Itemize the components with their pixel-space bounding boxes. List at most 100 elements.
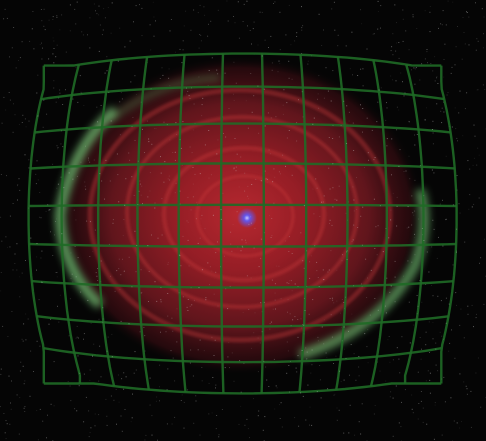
speckle	[429, 392, 431, 394]
speckle	[344, 307, 345, 309]
grid-line-horizontal	[43, 52, 442, 67]
speckle	[251, 184, 253, 185]
speckle	[377, 101, 379, 103]
speckle	[108, 243, 110, 245]
speckle	[90, 322, 92, 324]
speckle	[462, 135, 464, 137]
speckle	[98, 14, 100, 16]
speckle	[311, 364, 313, 366]
speckle	[60, 176, 62, 178]
speckle	[75, 276, 77, 278]
speckle	[77, 337, 79, 339]
speckle	[235, 82, 237, 84]
speckle	[236, 153, 238, 155]
speckle	[424, 58, 426, 60]
speckle	[227, 308, 229, 310]
speckle	[360, 104, 361, 106]
speckle	[69, 385, 71, 387]
speckle	[106, 424, 108, 426]
speckle	[208, 413, 210, 415]
speckle	[59, 294, 61, 296]
speckle	[163, 121, 165, 123]
speckle	[438, 236, 439, 238]
speckle	[305, 358, 307, 360]
speckle	[394, 301, 396, 303]
speckle	[144, 152, 145, 153]
speckle	[86, 220, 88, 222]
speckle	[81, 92, 83, 94]
speckle	[259, 342, 261, 344]
speckle	[25, 339, 27, 341]
speckle	[52, 53, 54, 55]
speckle	[404, 389, 406, 391]
speckle	[192, 375, 194, 377]
speckle	[348, 120, 350, 122]
speckle	[431, 169, 433, 171]
speckle	[21, 41, 23, 43]
speckle	[329, 298, 331, 299]
speckle	[296, 140, 298, 142]
speckle	[21, 338, 23, 340]
speckle	[477, 357, 479, 359]
speckle	[352, 122, 354, 124]
speckle	[391, 138, 393, 140]
speckle	[50, 403, 52, 405]
speckle	[318, 13, 320, 15]
speckle	[208, 23, 209, 25]
speckle	[427, 370, 429, 372]
speckle	[39, 216, 41, 218]
speckle	[362, 206, 364, 208]
speckle	[232, 224, 234, 225]
grid-line-horizontal	[43, 382, 442, 395]
speckle	[461, 58, 463, 60]
speckle	[282, 113, 284, 115]
speckle	[444, 43, 446, 45]
speckle	[332, 124, 334, 126]
speckle	[307, 63, 309, 65]
speckle	[407, 206, 409, 208]
speckle	[3, 96, 5, 98]
speckle	[437, 295, 439, 297]
speckle	[117, 60, 119, 62]
speckle	[438, 27, 439, 29]
speckle	[310, 372, 312, 374]
speckle	[135, 5, 137, 7]
speckle	[0, 272, 2, 273]
speckle	[382, 251, 384, 253]
speckle	[456, 250, 457, 252]
speckle	[352, 239, 354, 241]
speckle	[19, 397, 21, 399]
speckle	[445, 24, 447, 26]
speckle	[348, 201, 350, 203]
speckle	[7, 336, 9, 337]
speckle	[14, 263, 16, 264]
speckle	[0, 174, 2, 175]
speckle	[275, 308, 276, 310]
speckle	[402, 81, 403, 83]
speckle	[374, 298, 376, 299]
speckle	[414, 179, 416, 181]
speckle	[160, 301, 162, 303]
speckle	[96, 13, 98, 15]
speckle	[414, 134, 416, 136]
speckle	[327, 388, 329, 390]
speckle	[18, 123, 20, 125]
speckle	[88, 410, 90, 412]
speckle	[248, 223, 250, 225]
speckle	[261, 55, 263, 57]
speckle	[246, 0, 248, 2]
speckle	[167, 293, 169, 294]
speckle	[403, 95, 405, 97]
speckle	[100, 260, 102, 262]
speckle	[154, 207, 156, 209]
speckle	[271, 218, 273, 219]
speckle	[441, 24, 443, 26]
speckle	[358, 356, 360, 357]
speckle	[469, 168, 471, 170]
speckle	[141, 291, 143, 293]
speckle	[24, 380, 26, 382]
speckle	[475, 317, 477, 319]
speckle	[303, 297, 305, 299]
speckle	[14, 253, 16, 255]
speckle	[27, 318, 29, 320]
